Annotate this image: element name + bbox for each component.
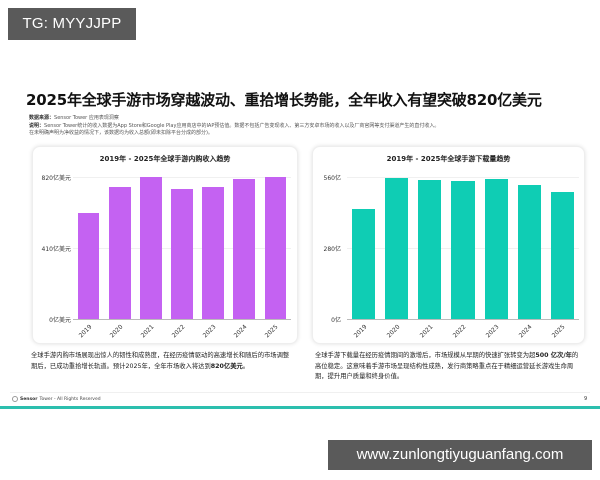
source-value: Sensor Tower 应用表现洞察 [54,115,119,121]
revenue-xtick-2025: 2025 [264,323,280,340]
revenue-bar-2021 [139,177,162,319]
gridline-top [73,177,291,178]
revenue-ytick-mid: 410亿美元 [41,246,71,253]
revenue-chart-card: 2019年 - 2025年全球手游内购收入趋势 820亿美元 410亿美元 0亿… [32,146,298,344]
x-axis-line [347,319,579,320]
page-number: 9 [584,396,588,402]
revenue-bar-2025 [264,177,287,319]
source-line: 数据来源：Sensor Tower 应用表现洞察 [29,115,439,123]
revenue-xtick-2024: 2024 [232,323,249,340]
revenue-chart-title: 2019年 - 2025年全球手游内购收入趋势 [99,155,231,163]
downloads-xtick-2019: 2019 [352,323,369,340]
downloads-bar-2023 [484,179,508,319]
gridline-top [347,177,579,178]
revenue-ytick-zero: 0亿美元 [49,317,71,324]
downloads-bar-2025 [550,192,575,319]
downloads-chart-title: 2019年 - 2025年全球手游下载量趋势 [386,155,511,163]
downloads-description-highlight: 500 亿次/年 [535,352,572,359]
downloads-xtick-2022: 2022 [451,323,468,340]
downloads-xtick-2025: 2025 [551,323,567,340]
downloads-bar-2019 [351,209,376,319]
revenue-xtick-2020: 2020 [108,323,125,340]
x-axis-line [73,319,291,320]
tg-badge: TG: MYYJJPP [8,8,136,40]
revenue-description: 全球手游内购市场展现出惊人的韧性和成熟度，在经历疫情驱动的高速增长和随后的市场调… [31,351,293,372]
downloads-bar-2022 [451,181,475,319]
revenue-bar-2022 [171,189,193,319]
footer-brand-rest: Tower - All Rights Reserved [39,396,101,402]
source-notes: 数据来源：Sensor Tower 应用表现洞察 说明：Sensor Tower… [29,115,439,138]
revenue-ytick-top: 820亿美元 [41,175,71,182]
downloads-xtick-2023: 2023 [484,323,501,340]
downloads-xtick-2020: 2020 [385,323,402,340]
downloads-xtick-2021: 2021 [418,323,435,340]
downloads-chart-card: 2019年 - 2025年全球手游下载量趋势 560亿 280亿 0亿 2019… [312,146,585,344]
footer-brand: Sensor Tower - All Rights Reserved [12,396,101,402]
revenue-plot-area: 2019 2020 2021 2022 2023 2024 2025 [73,177,291,339]
downloads-bar-2024 [517,185,541,319]
footer-brand-bold: Sensor [20,396,38,402]
downloads-description: 全球手游下载量在经历疫情期间的激增后，市场规模从早期的快速扩张转变为超500 亿… [315,351,583,383]
revenue-bar-2023 [202,187,225,319]
revenue-description-highlight: 820亿美元 [210,362,243,370]
revenue-description-text: 全球手游内购市场展现出惊人的韧性和成熟度，在经历疫情驱动的高速增长和随后的市场调… [31,352,290,370]
downloads-xtick-2024: 2024 [517,323,534,340]
downloads-bar-2021 [418,180,442,319]
explain-line-2: 在未明确声明为净收益的情况下，该数据均为收入总额(即未扣除平台分成的部分)。 [29,130,213,136]
page-title: 2025年全球手游市场穿越波动、重拾增长势能，全年收入有望突破820亿美元 [26,91,542,109]
revenue-xtick-2023: 2023 [201,323,218,340]
downloads-description-start: 全球手游下载量在经历疫情期间的激增后，市场规模从早期的快速扩张转变为超 [315,352,536,359]
revenue-bar-2024 [233,179,256,319]
footer-accent-bar [0,406,600,409]
downloads-ytick-top: 560亿 [323,175,341,182]
revenue-xtick-2019: 2019 [77,323,94,340]
explain-text-1: Sensor Tower统计的收入数据为App Store和Google Pla… [44,122,440,129]
explain-line-1: 说明：Sensor Tower统计的收入数据为App Store和Google … [29,123,439,131]
downloads-ytick-mid: 280亿 [323,246,341,253]
revenue-xtick-2022: 2022 [170,323,187,340]
revenue-xtick-2021: 2021 [139,323,156,340]
revenue-description-end: 。 [242,362,250,370]
downloads-bar-2020 [385,178,409,319]
revenue-bar-2020 [108,187,131,319]
downloads-plot-area: 2019 2020 2021 2022 2023 2024 2025 [347,177,579,339]
footer-divider [10,392,590,393]
revenue-bar-2019 [77,213,100,319]
sensor-tower-logo-icon [12,396,18,402]
downloads-description-end: 的高位稳定。这意味着手游市场呈现结构性成熟，发行商策略重点在于精细运营延长游戏生… [315,352,579,380]
explain-label: 说明： [29,122,45,129]
source-label: 数据来源： [29,115,55,121]
downloads-ytick-zero: 0亿 [331,317,341,324]
url-badge: www.zunlongtiyuguanfang.com [328,440,592,470]
